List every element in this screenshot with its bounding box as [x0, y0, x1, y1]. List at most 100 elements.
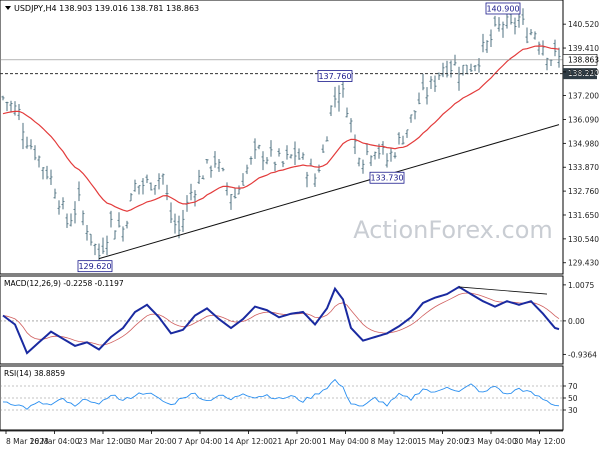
- price-bar: [25, 136, 29, 149]
- price-bar: [477, 58, 481, 73]
- price-bar: [505, 13, 509, 29]
- price-bar: [385, 153, 389, 168]
- price-bar: [13, 101, 17, 116]
- svg-text:133.730: 133.730: [370, 174, 403, 183]
- svg-text:21 Apr 20:00: 21 Apr 20:00: [273, 437, 322, 446]
- price-bar: [285, 145, 289, 160]
- price-bar: [237, 185, 241, 195]
- price-bar: [233, 187, 237, 199]
- y-tick-label: 136.090: [563, 115, 599, 124]
- price-annotation: 129.620: [77, 260, 113, 273]
- svg-text:136.090: 136.090: [568, 115, 599, 124]
- svg-text:132.760: 132.760: [568, 187, 599, 196]
- price-bar: [9, 100, 13, 113]
- macd-line: [2, 285, 560, 355]
- price-bar: [533, 31, 537, 40]
- price-bar: [273, 161, 277, 172]
- svg-text:30: 30: [568, 406, 578, 415]
- y-tick-label: 138.300: [563, 68, 599, 77]
- svg-text:-0.9364: -0.9364: [568, 350, 597, 359]
- current-price-box: [562, 54, 598, 66]
- price-bar: [317, 164, 321, 173]
- svg-text:50: 50: [568, 394, 578, 403]
- price-bar: [93, 243, 97, 256]
- price-bar: [201, 175, 205, 180]
- x-tick-label: 15 May 20:00: [417, 431, 468, 446]
- price-bar: [521, 8, 525, 25]
- price-bar: [469, 63, 473, 72]
- price-bar: [333, 86, 337, 108]
- svg-text:23 May 04:00: 23 May 04:00: [465, 437, 517, 446]
- x-tick-label: 30 May 12:00: [514, 431, 565, 446]
- y-tick-label: -0.9364: [563, 350, 597, 359]
- price-bar: [149, 182, 153, 191]
- price-bar: [369, 155, 373, 167]
- rsi-panel: RSI(14) 38.8859: [0, 365, 564, 431]
- price-bar: [213, 151, 217, 168]
- price-bar: [33, 145, 37, 161]
- y-tick-label: 137.200: [563, 92, 599, 101]
- price-bar: [101, 237, 105, 254]
- price-bar: [421, 73, 425, 91]
- price-bar: [249, 156, 253, 165]
- price-bar: [21, 122, 25, 150]
- price-bar: [357, 157, 361, 167]
- price-bar: [453, 54, 457, 66]
- level-price-label: 138.220: [568, 69, 599, 78]
- price-bar: [389, 147, 393, 162]
- x-tick-label: 14 Apr 12:00: [224, 431, 273, 446]
- macd-info: MACD(12,26,9) -0.2258 -0.1197: [4, 279, 124, 288]
- price-bar: [77, 181, 81, 202]
- price-bar: [73, 201, 77, 224]
- price-bar: [165, 184, 169, 201]
- price-bar: [161, 173, 165, 185]
- price-bar: [181, 209, 185, 233]
- svg-text:70: 70: [568, 382, 578, 391]
- price-bar: [425, 87, 429, 105]
- y-tick-label: 50: [563, 394, 578, 403]
- svg-text:8 Mar 2023: 8 Mar 2023: [6, 437, 49, 446]
- x-tick-label: 16 Mar 04:00: [29, 431, 80, 446]
- y-tick-label: 70: [563, 382, 578, 391]
- svg-text:1 May 04:00: 1 May 04:00: [322, 437, 369, 446]
- price-bar: [105, 235, 109, 256]
- y-tick-label: 30: [563, 406, 578, 415]
- price-bar: [485, 40, 489, 53]
- price-bar: [57, 200, 61, 215]
- price-bar: [409, 114, 413, 123]
- svg-text:7 Apr 04:00: 7 Apr 04:00: [178, 437, 222, 446]
- price-bar: [217, 159, 221, 172]
- price-bar: [429, 76, 433, 89]
- svg-text:139.410: 139.410: [568, 44, 599, 53]
- price-bar: [405, 129, 409, 138]
- svg-text:30 Mar 20:00: 30 Mar 20:00: [126, 437, 176, 446]
- macd-panel: MACD(12,26,9) -0.2258 -0.1197: [0, 275, 564, 365]
- price-bar: [125, 220, 129, 229]
- price-bar: [29, 139, 33, 150]
- support-trendline: [98, 124, 560, 260]
- price-annotation: 133.730: [369, 171, 405, 184]
- price-bar: [17, 104, 21, 121]
- svg-text:23 Mar 12:00: 23 Mar 12:00: [78, 437, 128, 446]
- price-bar: [257, 144, 261, 150]
- price-bar: [193, 190, 197, 207]
- x-tick-label: 23 Mar 12:00: [78, 431, 128, 446]
- price-annotations: 140.900 137.760 133.730 129.620: [77, 2, 521, 273]
- price-bar: [553, 39, 557, 57]
- svg-text:14 Apr 12:00: 14 Apr 12:00: [224, 437, 273, 446]
- price-bar: [525, 27, 529, 44]
- price-bar: [373, 151, 377, 160]
- rsi-info: RSI(14) 38.8859: [4, 369, 65, 378]
- price-y-axis: 138.863 138.220: [562, 54, 599, 80]
- svg-text:138.300: 138.300: [568, 68, 599, 77]
- price-bar: [245, 164, 249, 175]
- level-price-box: [563, 68, 597, 80]
- x-tick-label: 8 May 12:00: [371, 431, 418, 446]
- price-bar: [205, 159, 209, 164]
- price-bar: [445, 60, 449, 78]
- macd-trendline: [458, 286, 548, 295]
- svg-text:16 Mar 04:00: 16 Mar 04:00: [29, 437, 79, 446]
- y-tick-label: 134.980: [563, 139, 599, 148]
- y-tick-label: 130.540: [563, 235, 599, 244]
